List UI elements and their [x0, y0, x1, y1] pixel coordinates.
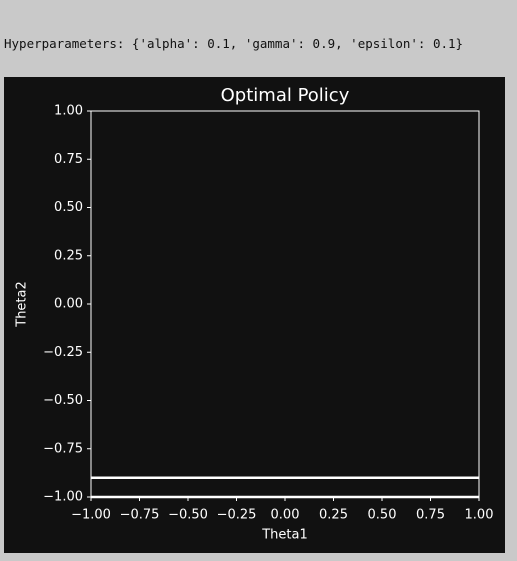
x-axis-label: Theta1 — [261, 528, 308, 543]
y-tick-label: 1.00 — [54, 104, 83, 119]
y-tick-label: −0.50 — [43, 393, 83, 408]
x-tick-label: −0.50 — [168, 508, 208, 523]
console-line: Hyperparameters: {'alpha': 0.1, 'gamma':… — [4, 36, 464, 51]
y-axis-label: Theta2 — [15, 281, 30, 328]
y-tick-label: 0.50 — [54, 200, 83, 215]
x-tick-label: 0.25 — [319, 508, 348, 523]
x-tick-label: −1.00 — [71, 508, 111, 523]
x-tick-label: 0.00 — [271, 508, 300, 523]
y-tick-label: −0.25 — [43, 345, 83, 360]
figure-background — [4, 77, 505, 553]
y-tick-label: −0.75 — [43, 441, 83, 456]
chart: Optimal Policy Theta1 Theta2 −1.00−0.75−… — [4, 77, 505, 553]
x-tick-label: 1.00 — [465, 508, 494, 523]
x-tick-label: −0.75 — [120, 508, 160, 523]
x-tick-label: 0.75 — [416, 508, 445, 523]
y-tick-label: −1.00 — [43, 490, 83, 505]
chart-title: Optimal Policy — [221, 85, 350, 106]
y-tick-label: 0.25 — [54, 248, 83, 263]
y-tick-label: 0.00 — [54, 297, 83, 312]
x-tick-label: −0.25 — [217, 508, 257, 523]
y-tick-label: 0.75 — [54, 152, 83, 167]
x-tick-label: 0.50 — [368, 508, 397, 523]
